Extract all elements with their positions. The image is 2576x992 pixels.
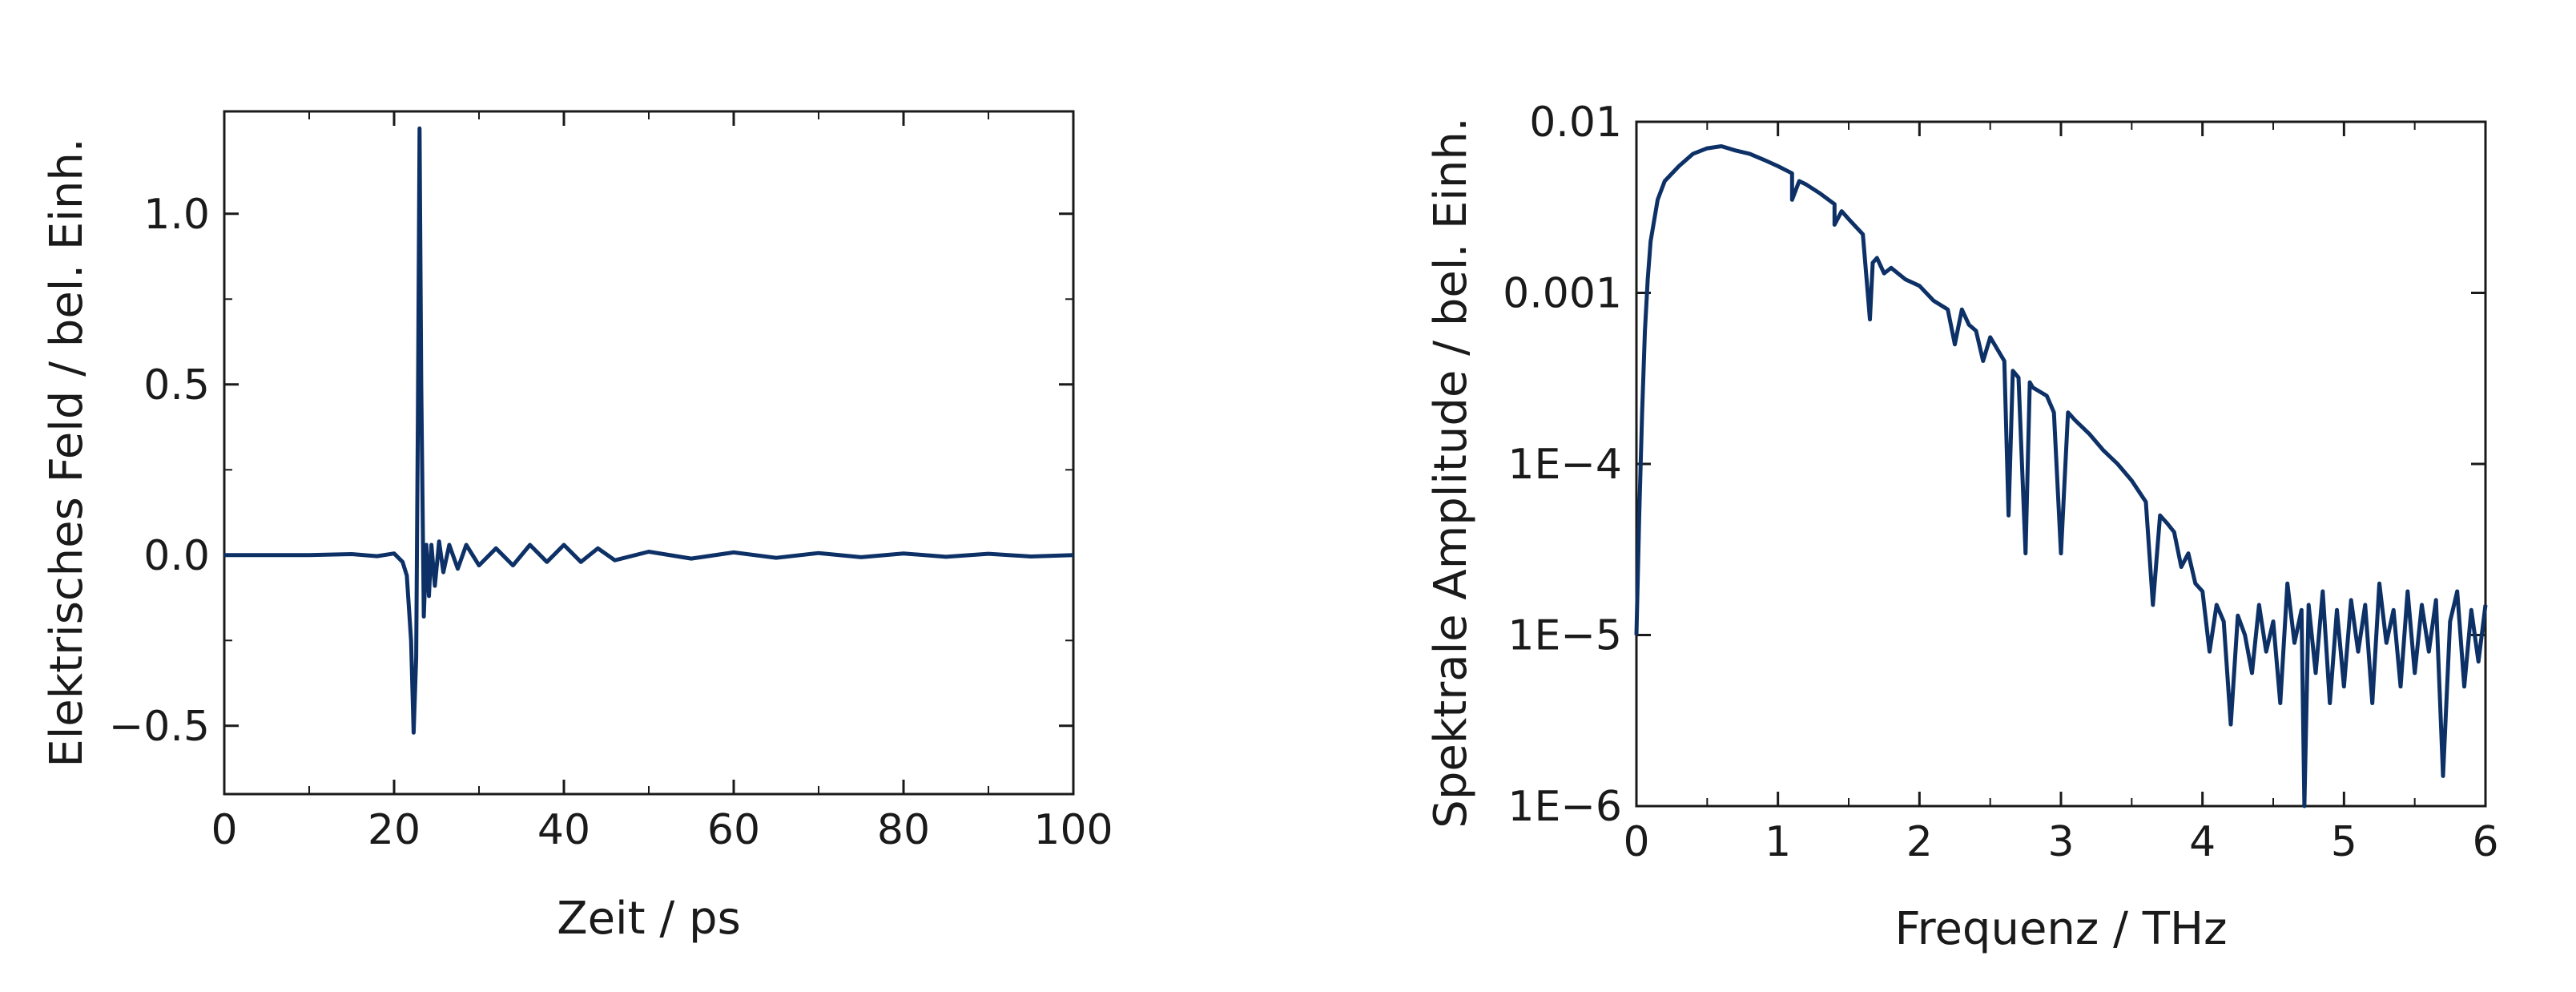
y-tick-label: −0.5 xyxy=(109,703,210,751)
spectrum-chart: 0 1 2 3 4 5 6 0.01 0.001 1E−4 1E−5 1E−6 Frequenz /… xyxy=(1425,99,2499,955)
x-tick-label: 0 xyxy=(1623,818,1649,866)
x-tick-label: 0 xyxy=(211,806,237,854)
y-tick-label: 1E−6 xyxy=(1507,783,1622,831)
x-tick-label: 6 xyxy=(2472,818,2498,866)
x-tick-label: 20 xyxy=(368,806,421,854)
x-tick-label: 1 xyxy=(1765,818,1791,866)
y-tick-label: 0.5 xyxy=(143,361,210,409)
x-tick-label: 40 xyxy=(537,806,590,854)
y-tick-label: 1.0 xyxy=(143,191,210,239)
y-axis-label: Spektrale Amplitude / bel. Einh. xyxy=(1425,117,1477,828)
time-domain-chart: 0 20 40 60 80 100 −0.5 0.0 0.5 1.0 Zeit / ps Ele… xyxy=(41,110,1113,945)
y-axis: 0.01 0.001 1E−4 1E−5 1E−6 xyxy=(1503,99,2485,831)
x-axis-label: Frequenz / THz xyxy=(1895,903,2228,955)
y-tick-label: 1E−5 xyxy=(1507,612,1622,660)
x-axis: 0 20 40 60 80 100 xyxy=(211,111,1113,854)
y-tick-label: 1E−4 xyxy=(1507,441,1622,489)
y-tick-label: 0.01 xyxy=(1529,99,1622,147)
y-axis: −0.5 0.0 0.5 1.0 xyxy=(109,191,1073,751)
plot-frame xyxy=(1635,120,2487,808)
x-tick-label: 60 xyxy=(707,806,760,854)
x-tick-label: 4 xyxy=(2189,818,2216,866)
x-tick-label: 2 xyxy=(1906,818,1933,866)
y-axis-label: Elektrisches Feld / bel. Einh. xyxy=(41,138,93,767)
x-tick-label: 100 xyxy=(1033,806,1113,854)
x-tick-label: 5 xyxy=(2331,818,2357,866)
x-axis-label: Zeit / ps xyxy=(557,893,741,945)
series-line xyxy=(1634,144,2488,809)
y-tick-label: 0.0 xyxy=(143,532,210,580)
series-line xyxy=(224,126,1074,735)
y-tick-label: 0.001 xyxy=(1503,270,1622,318)
x-tick-label: 80 xyxy=(877,806,930,854)
plot-frame xyxy=(223,110,1075,796)
x-axis: 0 1 2 3 4 5 6 xyxy=(1623,122,2499,866)
x-tick-label: 3 xyxy=(2047,818,2074,866)
